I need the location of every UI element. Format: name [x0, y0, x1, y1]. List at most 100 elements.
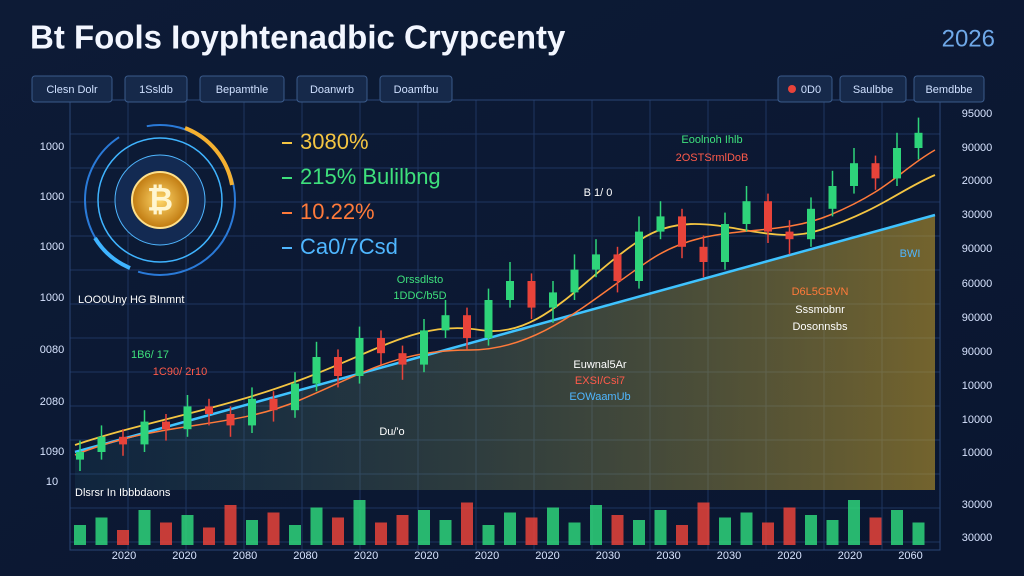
x-axis-label: 2020 — [354, 550, 378, 562]
volume-bar — [891, 510, 903, 545]
x-axis-label: 2020 — [838, 550, 862, 562]
annotation: D6L5CBVN — [792, 286, 849, 298]
toolbar-button[interactable] — [124, 75, 188, 103]
y2-axis-label: 90000 — [962, 243, 993, 255]
volume-bar — [611, 515, 624, 545]
x-axis-label: 2020 — [414, 550, 438, 562]
candle-body — [269, 398, 278, 411]
volume-bar — [289, 525, 301, 545]
y-axis-label: 1090 — [40, 446, 64, 458]
toolbar-button[interactable] — [199, 75, 285, 103]
volume-bar — [246, 520, 258, 545]
candle-body — [248, 398, 256, 426]
volume-bar — [160, 522, 172, 545]
candle-body — [678, 216, 686, 247]
toolbar-label: Clesn Dolr — [46, 84, 98, 96]
ma-line — [74, 174, 936, 446]
y2-axis-label: 20000 — [962, 175, 993, 187]
volume-bar — [418, 510, 430, 545]
candle-body — [828, 186, 837, 209]
coin-symbol: ₿ — [147, 181, 173, 217]
annotation: Dlsrsr In Ibbbdaons — [75, 487, 171, 499]
candle-body — [463, 315, 471, 338]
toolbar-label: 0D0 — [801, 84, 821, 96]
stat: 10.22% — [300, 199, 375, 224]
candle-body — [140, 421, 149, 445]
candle-body — [506, 281, 514, 300]
y2-axis-label: 30000 — [962, 532, 993, 544]
y2-axis-label: 10000 — [962, 447, 993, 459]
annotation: 1DDC/b5D — [393, 290, 446, 302]
candle-body — [893, 148, 901, 179]
volume-bar — [117, 530, 129, 545]
x-axis-label: 2020 — [112, 550, 136, 562]
volume-bar — [224, 505, 237, 545]
volume-bar — [869, 517, 882, 545]
y2-axis-label: 90000 — [962, 312, 993, 324]
annotation: BWI — [900, 248, 921, 260]
annotation: Euwnal5Ar — [573, 359, 627, 371]
candle-body — [76, 452, 84, 460]
y-axis-label: 0080 — [40, 344, 64, 356]
volume-bar — [848, 500, 860, 545]
volume-bar — [633, 520, 645, 545]
volume-bar — [826, 520, 839, 545]
candle-body — [205, 406, 213, 414]
x-axis-label: 2030 — [596, 550, 620, 562]
volume-bar — [332, 517, 344, 545]
candle-body — [914, 132, 923, 148]
volume-bar — [719, 517, 731, 545]
x-axis-label: 2020 — [172, 550, 196, 562]
volume-bar — [375, 522, 387, 545]
candle-body — [484, 300, 493, 338]
toolbar-button[interactable] — [296, 75, 368, 103]
annotation: EXSI/Csi7 — [575, 375, 625, 387]
candle-body — [592, 254, 600, 270]
volume-bar — [740, 512, 753, 545]
annotation: Du/'o — [379, 426, 404, 438]
y-axis-label: 1000 — [40, 241, 64, 253]
x-axis-label: 2080 — [293, 550, 317, 562]
annotation: Eoolnoh Ihlb — [681, 134, 742, 146]
volume-bar — [676, 525, 688, 545]
candle-body — [355, 338, 364, 376]
volume-bar — [547, 507, 559, 545]
volume-bar — [396, 515, 409, 545]
volume-bar — [138, 510, 151, 545]
toolbar-label: Doanwrb — [310, 84, 354, 96]
candle-body — [785, 231, 794, 240]
stat: 3080% — [300, 129, 369, 154]
candle-body — [549, 292, 557, 308]
volume-bar — [697, 502, 710, 545]
stat: 215% Bulilbng — [300, 164, 441, 189]
toolbar-label: 1Ssldb — [139, 84, 173, 96]
candle-body — [871, 163, 880, 179]
candle-body — [312, 357, 321, 384]
candle-body — [334, 357, 342, 376]
toolbar-button[interactable] — [913, 75, 985, 103]
candle-body — [527, 281, 536, 308]
y-axis-label: 1000 — [40, 191, 64, 203]
toolbar-button[interactable] — [777, 75, 833, 103]
y-axis-label: 10 — [46, 476, 58, 488]
candle-body — [570, 269, 579, 293]
y2-axis-label: 60000 — [962, 278, 993, 290]
toolbar-button[interactable] — [839, 75, 907, 103]
y2-axis-label: 95000 — [962, 108, 993, 120]
y2-axis-label: 10000 — [962, 414, 993, 426]
toolbar-button[interactable] — [379, 75, 453, 103]
plot-frame — [69, 99, 941, 551]
volume-bar — [654, 510, 667, 545]
x-axis-label: 2030 — [717, 550, 741, 562]
annotation: Sssmobnr — [795, 304, 845, 316]
annotation: LOO0Uny HG BInmnt — [78, 294, 184, 306]
annotation: 1C90/ 2r10 — [153, 366, 207, 378]
candle-body — [807, 208, 815, 240]
trend-area — [75, 215, 935, 490]
volume-bar — [805, 515, 817, 545]
candle-body — [635, 231, 643, 281]
y2-axis-label: 10000 — [962, 380, 993, 392]
toolbar-label: Bepamthle — [216, 84, 269, 96]
volume-bar — [912, 522, 925, 545]
toolbar-button[interactable] — [31, 75, 113, 103]
